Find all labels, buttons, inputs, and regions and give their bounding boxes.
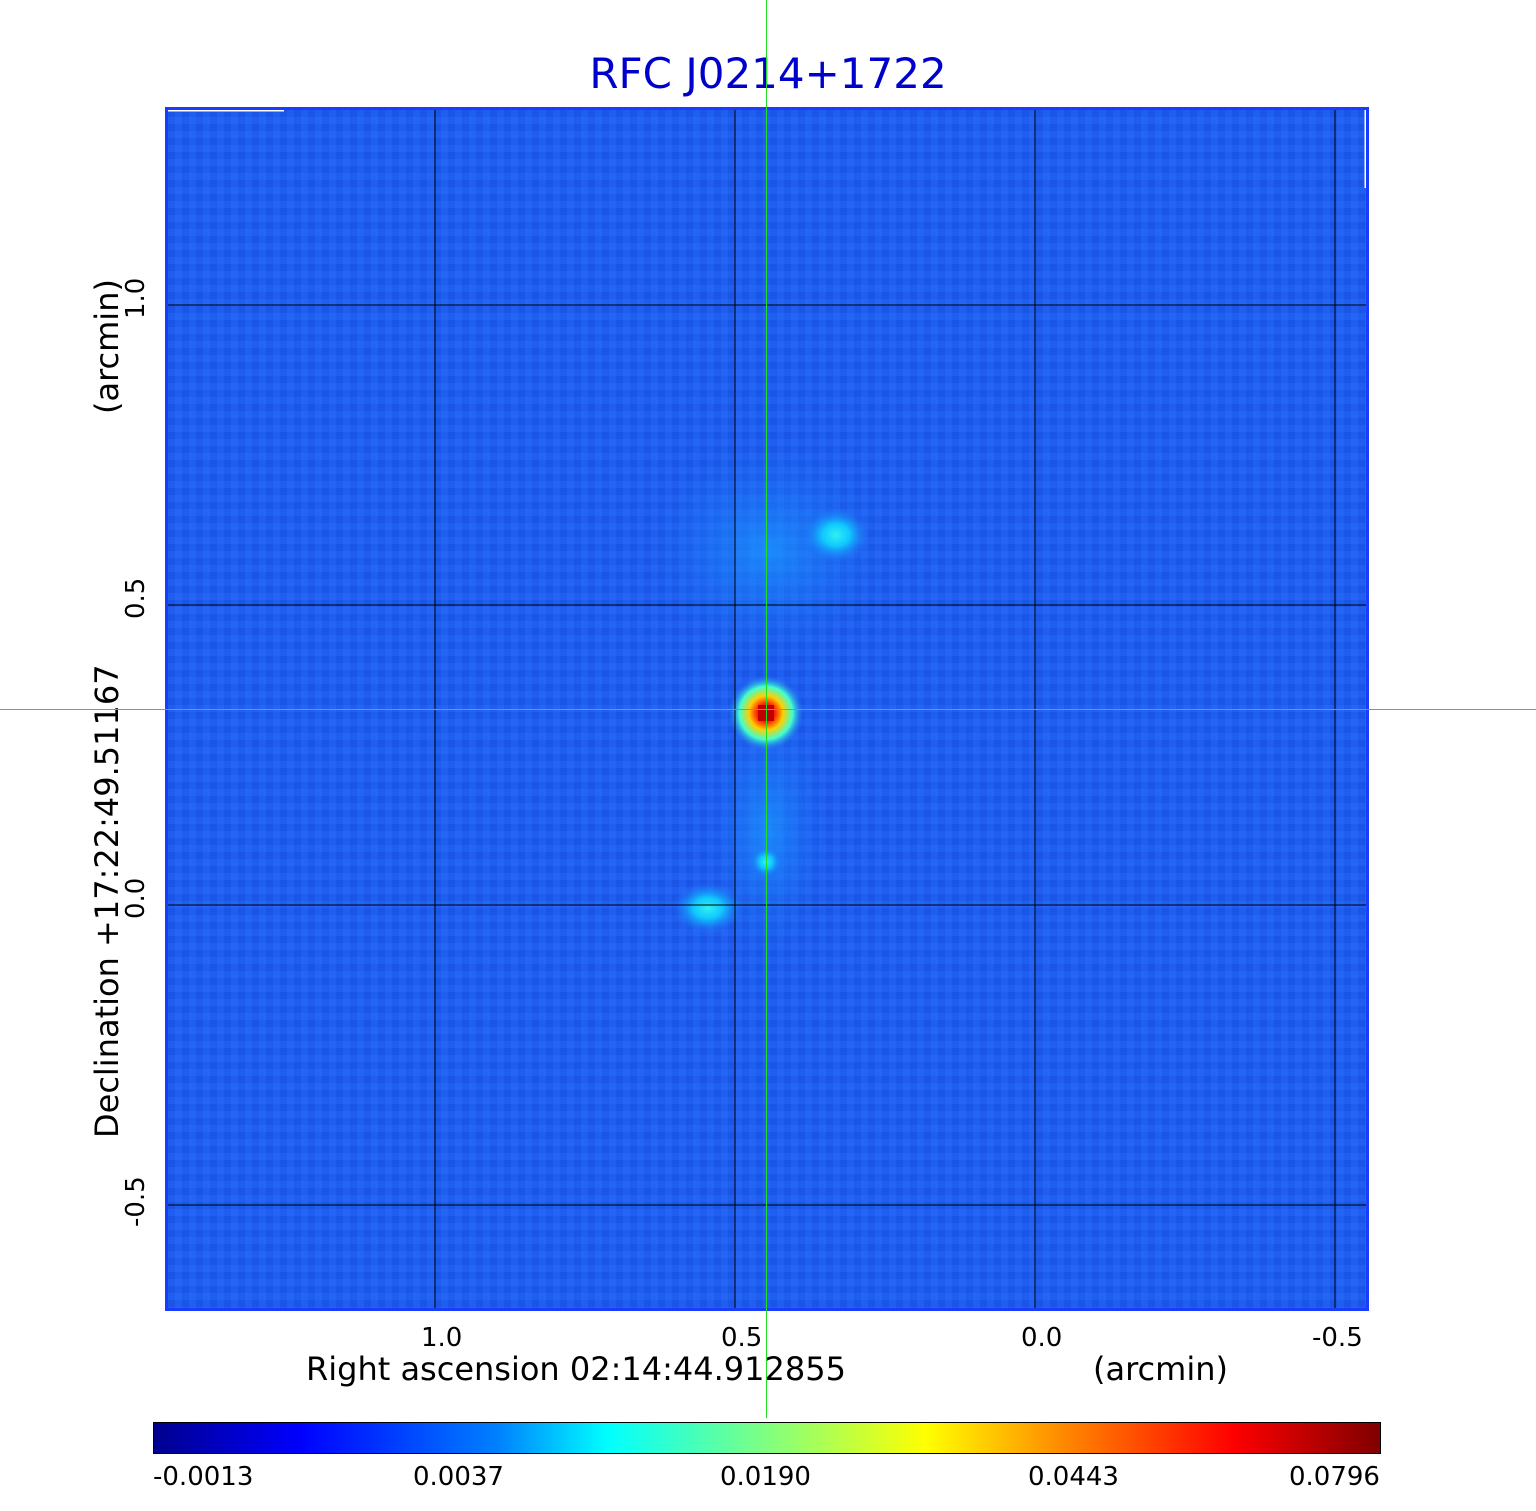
- colorbar-tick-label: 0.0037: [413, 1462, 504, 1492]
- colorbar-tick-label: 0.0190: [720, 1462, 811, 1492]
- y-tick-label: -0.5: [121, 1176, 151, 1227]
- plot-title: RFC J0214+1722: [589, 49, 947, 98]
- colorbar: [153, 1422, 1381, 1454]
- y-axis-label: Declination +17:22:49.51167: [88, 664, 126, 1138]
- x-tick-label: 0.5: [721, 1323, 763, 1353]
- y-tick-label: 0.5: [121, 577, 151, 619]
- colorbar-tick-label: -0.0013: [153, 1462, 254, 1492]
- x-axis-unit: (arcmin): [1093, 1350, 1228, 1388]
- crosshair-horizontal: [0, 709, 1536, 710]
- x-tick-label: 0.0: [1021, 1323, 1063, 1353]
- south-lobe-icon: [672, 882, 744, 934]
- x-tick-label: -0.5: [1312, 1323, 1363, 1353]
- y-axis-unit: (arcmin): [88, 279, 126, 414]
- colorbar-tick-label: 0.0796: [1289, 1462, 1380, 1492]
- colorbar-tick-label: 0.0443: [1028, 1462, 1119, 1492]
- x-axis-label: Right ascension 02:14:44.912855: [306, 1350, 846, 1388]
- x-tick-label: 1.0: [421, 1323, 463, 1353]
- north-lobe-icon: [802, 507, 870, 563]
